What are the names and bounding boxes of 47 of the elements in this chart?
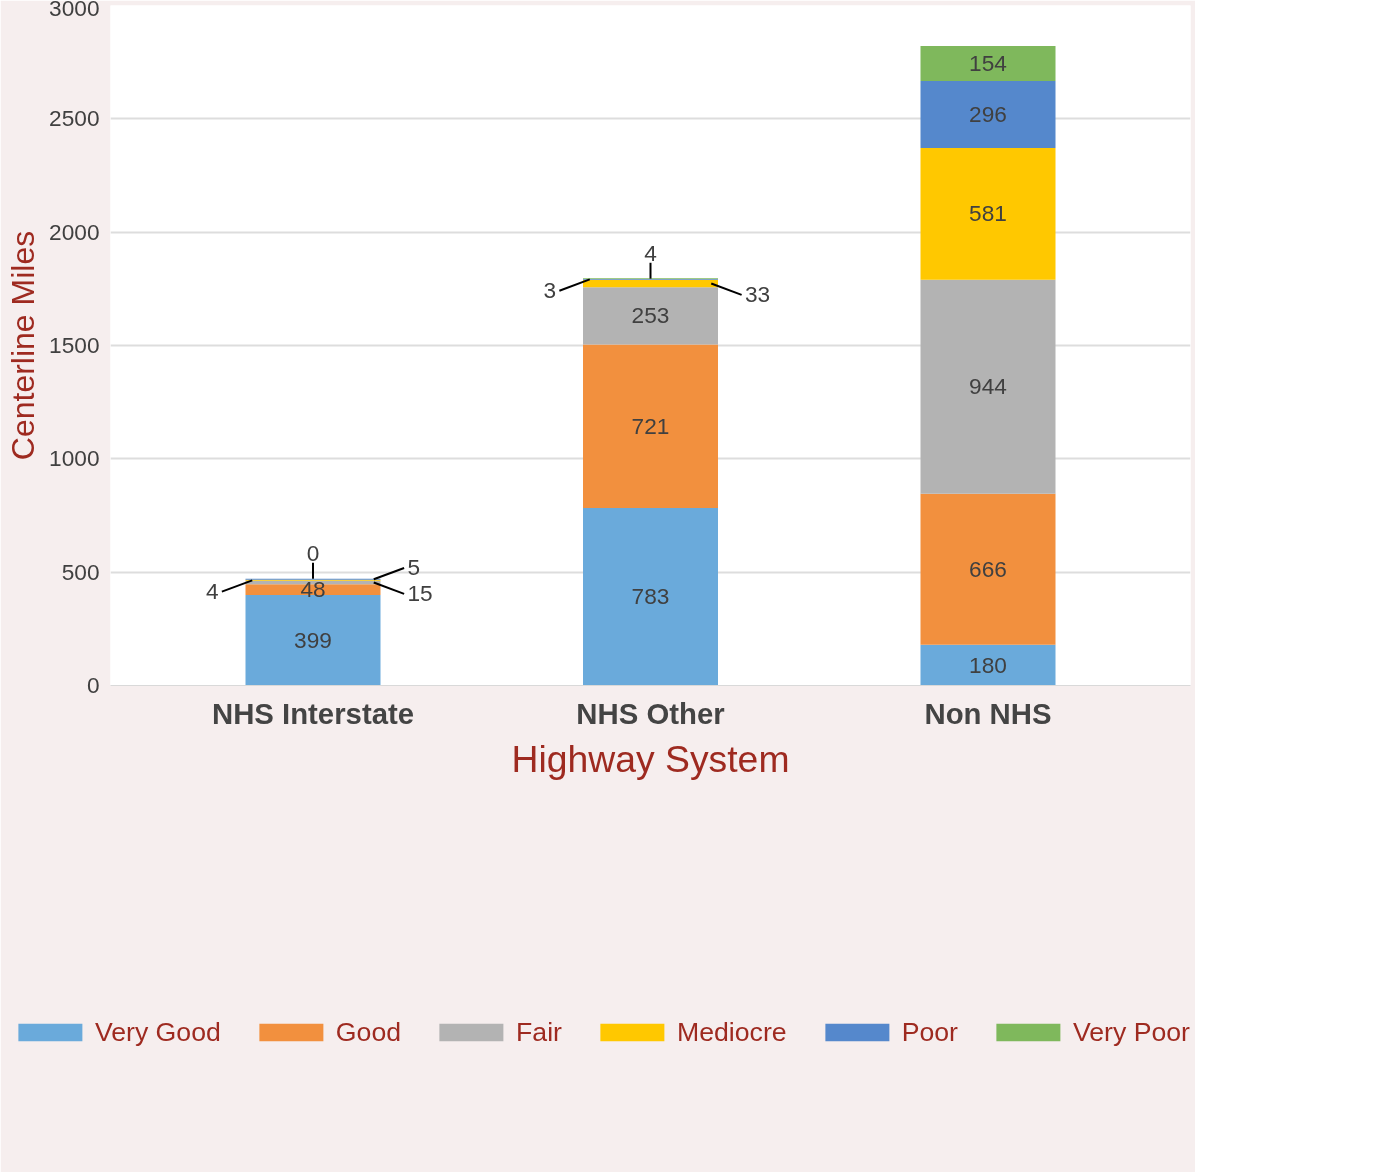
x-tick-label: Non NHS (924, 696, 1052, 730)
data-label: 33 (745, 281, 771, 308)
data-label: 0 (306, 540, 320, 567)
x-tick-label: NHS Other (576, 696, 725, 730)
data-label: 296 (969, 101, 1007, 128)
data-label: 666 (969, 555, 1007, 582)
y-tick-label: 2000 (49, 218, 100, 245)
data-label: 399 (294, 626, 332, 653)
bar (583, 287, 718, 345)
data-label: 721 (631, 412, 670, 439)
data-label: 154 (969, 50, 1007, 77)
data-label: 5 (407, 554, 421, 581)
bar (583, 344, 718, 509)
x-tick-label: NHS Interstate (211, 696, 415, 730)
bar (245, 595, 381, 686)
bar (920, 148, 1056, 280)
bar (583, 279, 718, 288)
bar (245, 584, 381, 596)
bar (920, 644, 1056, 686)
y-tick-label: 1000 (49, 445, 100, 472)
legend-label: Fair (516, 1016, 562, 1048)
y-tick-label: 1500 (49, 332, 100, 358)
y-tick-label: 2500 (49, 105, 100, 132)
data-label: 581 (969, 200, 1007, 227)
bar (920, 80, 1056, 149)
legend-label: Very Good (94, 1016, 221, 1048)
y-tick-label: 3000 (49, 0, 100, 21)
y-tick-label: 0 (86, 672, 100, 698)
legend-label: Good (335, 1016, 402, 1048)
data-label: 180 (969, 651, 1007, 678)
bar (920, 279, 1056, 494)
data-label: 253 (631, 302, 670, 329)
y-tick-label: 500 (61, 558, 100, 585)
y-axis-title: Centerline Miles (5, 230, 42, 461)
data-label: 944 (969, 373, 1007, 400)
bar (583, 508, 718, 686)
bar (920, 493, 1056, 645)
bar (920, 46, 1056, 81)
x-axis-title: Highway System (511, 737, 790, 780)
legend-label: Mediocre (676, 1016, 787, 1048)
legend-label: Very Poor (1072, 1016, 1190, 1048)
data-label: 4 (644, 240, 657, 267)
data-label: 4 (205, 578, 219, 605)
data-label: 3 (543, 277, 557, 304)
data-label: 15 (407, 580, 433, 607)
data-label: 783 (631, 583, 670, 610)
legend-label: Poor (901, 1016, 958, 1048)
